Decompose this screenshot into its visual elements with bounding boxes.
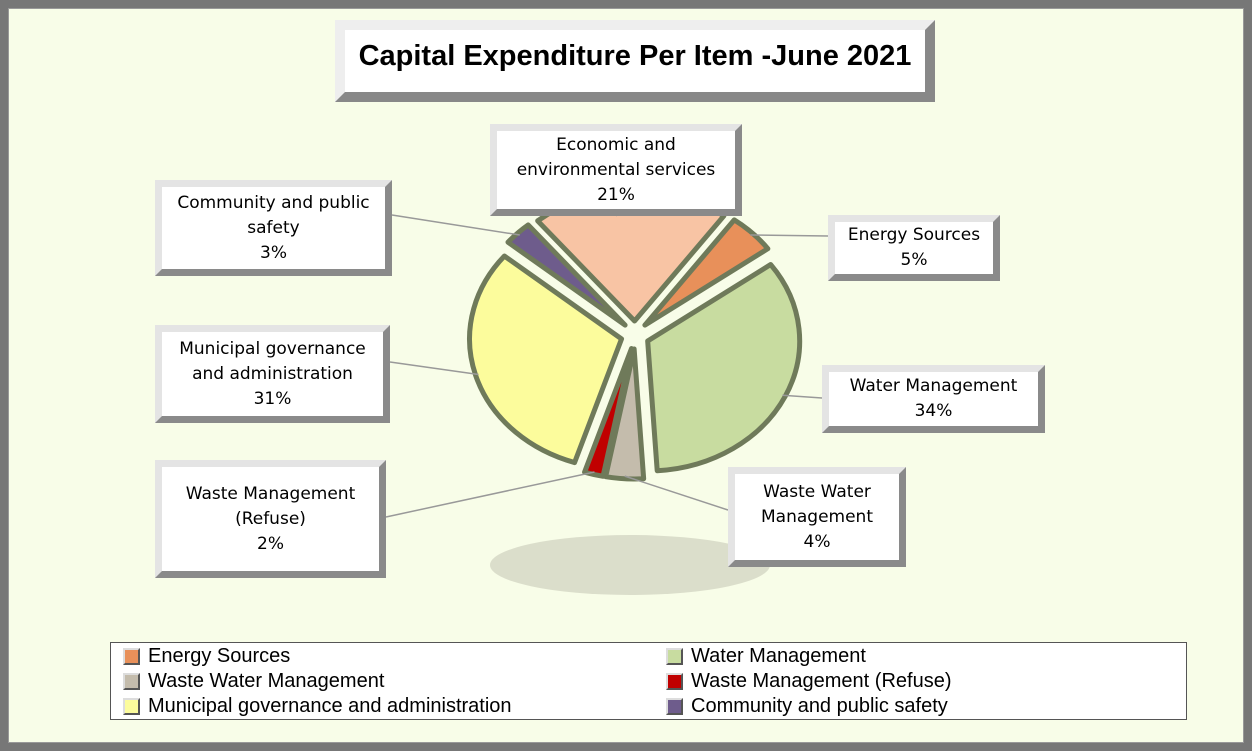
shadow xyxy=(490,535,770,595)
slice xyxy=(467,253,625,466)
leader-line xyxy=(750,234,829,237)
slice xyxy=(505,222,628,328)
legend-swatch xyxy=(123,673,140,690)
label-value: 5% xyxy=(900,250,928,270)
legend: Energy Sources Water Management Waste Wate… xyxy=(110,642,1187,720)
legend-item: Water Management xyxy=(666,645,866,668)
label-category: Energy Sources xyxy=(847,225,981,245)
label-category: Waste Management (Refuse) xyxy=(185,483,356,529)
label-value: 21% xyxy=(597,184,635,205)
slice xyxy=(603,346,647,482)
chart-title: Capital Expenditure Per Item -June 2021 xyxy=(335,20,935,102)
label-value: 2% xyxy=(257,533,284,554)
label-category: Waste Water Management xyxy=(761,481,873,527)
data-label: Waste Management (Refuse) 2% xyxy=(155,460,386,578)
label-value: 34% xyxy=(914,401,953,421)
legend-item: Waste Management (Refuse) xyxy=(666,670,951,693)
leader-line xyxy=(385,471,595,518)
legend-swatch xyxy=(123,698,140,715)
label-value: 31% xyxy=(253,388,292,409)
slice xyxy=(642,217,771,328)
data-label: Economic and environmental services 21% xyxy=(490,124,742,216)
legend-swatch xyxy=(666,648,683,665)
legend-label: Municipal governance and administration xyxy=(148,695,512,717)
label-category: Economic and environmental services xyxy=(516,134,716,180)
data-label: Community and public safety 3% xyxy=(155,180,392,276)
legend-label: Waste Management (Refuse) xyxy=(691,670,952,692)
label-category: Municipal governance and administration xyxy=(179,338,366,384)
leader-line xyxy=(391,214,520,236)
data-label: Water Management 34% xyxy=(822,365,1045,433)
slice xyxy=(582,346,635,479)
legend-swatch xyxy=(123,648,140,665)
leader-line xyxy=(624,475,729,511)
label-category: Water Management xyxy=(849,376,1018,396)
data-label: Energy Sources 5% xyxy=(828,215,1000,281)
data-label: Municipal governance and administration 3… xyxy=(155,325,390,423)
data-label: Waste Water Management 4% xyxy=(728,467,906,567)
legend-item: Energy Sources xyxy=(123,645,290,668)
label-value: 4% xyxy=(803,531,831,552)
legend-item: Municipal governance and administration xyxy=(123,695,512,718)
label-category: Community and public safety xyxy=(177,192,370,238)
legend-swatch xyxy=(666,673,683,690)
legend-swatch xyxy=(666,698,683,715)
legend-label: Community and public safety xyxy=(691,695,948,717)
label-value: 3% xyxy=(260,242,287,263)
legend-label: Water Management xyxy=(691,645,866,667)
legend-label: Energy Sources xyxy=(148,645,291,667)
legend-label: Waste Water Management xyxy=(148,670,385,692)
legend-item: Community and public safety xyxy=(666,695,948,718)
leader-line xyxy=(782,394,823,399)
slice xyxy=(645,262,803,474)
legend-item: Waste Water Management xyxy=(123,670,384,693)
leader-line xyxy=(389,361,479,376)
